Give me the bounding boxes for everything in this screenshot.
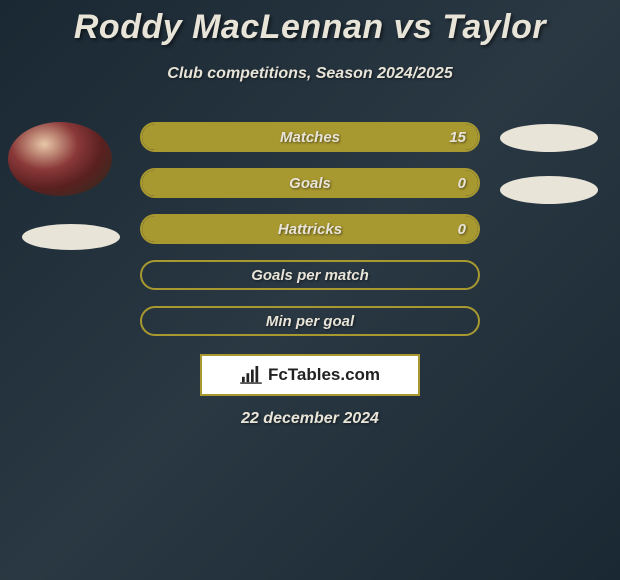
source-logo: FcTables.com xyxy=(200,354,420,396)
stat-bar-min-per-goal: Min per goal xyxy=(140,306,480,336)
player-left-name-pill xyxy=(22,224,120,250)
stat-bars: Matches 15 Goals 0 Hattricks 0 Goals per… xyxy=(140,122,480,352)
stat-bar-label: Goals per match xyxy=(251,267,369,284)
source-logo-text: FcTables.com xyxy=(268,365,380,385)
stat-bar-matches: Matches 15 xyxy=(140,122,480,152)
stat-bar-label: Matches xyxy=(280,129,340,146)
stat-bar-goals-per-match: Goals per match xyxy=(140,260,480,290)
date-text: 22 december 2024 xyxy=(0,410,620,428)
player-right-value-pill-1 xyxy=(500,124,598,152)
stat-bar-value: 0 xyxy=(458,221,466,238)
subtitle: Club competitions, Season 2024/2025 xyxy=(0,65,620,83)
stat-bar-label: Goals xyxy=(289,175,331,192)
player-right-value-pill-2 xyxy=(500,176,598,204)
player-left-avatar xyxy=(8,122,112,196)
page-title: Roddy MacLennan vs Taylor xyxy=(0,0,620,47)
stat-bar-hattricks: Hattricks 0 xyxy=(140,214,480,244)
stat-bar-label: Hattricks xyxy=(278,221,342,238)
stat-bar-value: 0 xyxy=(458,175,466,192)
stat-bar-goals: Goals 0 xyxy=(140,168,480,198)
stat-bar-label: Min per goal xyxy=(266,313,354,330)
stat-bar-value: 15 xyxy=(449,129,466,146)
bar-chart-icon xyxy=(240,366,262,384)
